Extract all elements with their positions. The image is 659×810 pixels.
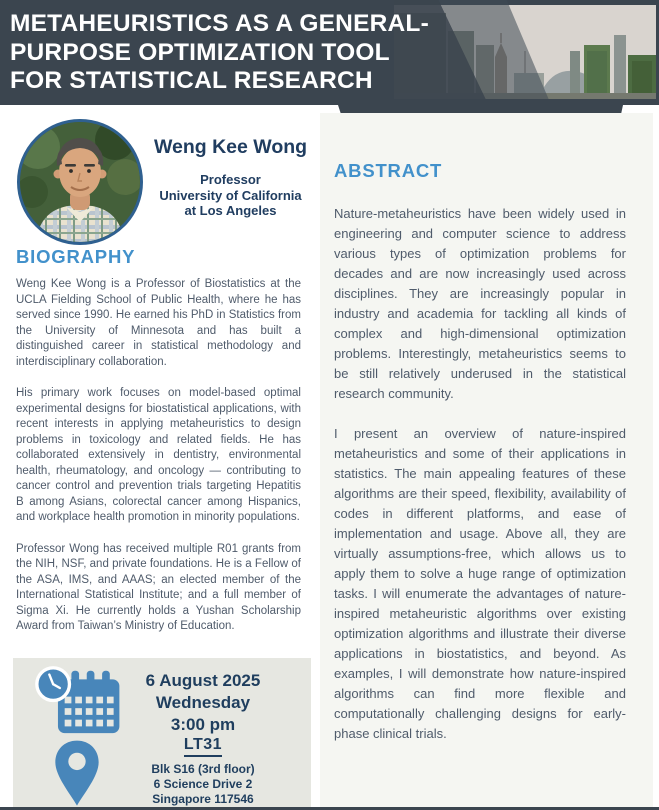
event-address-line-2: 6 Science Drive 2 bbox=[153, 777, 253, 791]
biography-paragraph: Weng Kee Wong is a Professor of Biostati… bbox=[16, 278, 301, 368]
event-date: 6 August 2025 bbox=[145, 671, 261, 690]
event-details-box: 6 August 2025 Wednesday 3:00 pm LT31 Blk… bbox=[13, 658, 311, 807]
speaker-name: Weng Kee Wong bbox=[153, 136, 308, 158]
event-address-line-1: Blk S16 (3rd floor) bbox=[151, 762, 255, 776]
calendar-icon bbox=[33, 664, 129, 736]
speaker-photo bbox=[17, 119, 143, 245]
biography-paragraph: Professor Wong has received multiple R01… bbox=[16, 542, 301, 633]
speaker-affiliation-line-1: University of California bbox=[159, 187, 302, 203]
speaker-portrait-illustration bbox=[20, 122, 140, 242]
event-datetime: 6 August 2025 Wednesday 3:00 pm bbox=[98, 670, 308, 736]
abstract-heading: ABSTRACT bbox=[334, 160, 443, 181]
event-location: LT31 Blk S16 (3rd floor) 6 Science Drive… bbox=[98, 736, 308, 807]
poster-title: METAHEURISTICS AS A GENERAL- PURPOSE OPT… bbox=[10, 10, 429, 96]
biography-heading: BIOGRAPHY bbox=[16, 246, 136, 267]
event-address-line-3: Singapore 117546 bbox=[152, 792, 254, 806]
event-venue: LT31 bbox=[183, 736, 223, 757]
location-pin-icon bbox=[51, 738, 103, 806]
abstract-paragraph: I present an overview of nature-inspired… bbox=[334, 426, 626, 741]
abstract-panel: ABSTRACT Nature-metaheuristics have been… bbox=[320, 113, 653, 807]
biography-text: Weng Kee Wong is a Professor of Biostati… bbox=[16, 277, 301, 651]
speaker-affiliation-line-2: at Los Angeles bbox=[184, 203, 277, 218]
abstract-paragraph: Nature-metaheuristics have been widely u… bbox=[334, 206, 626, 401]
bottom-accent-strip bbox=[0, 807, 659, 810]
clock-icon bbox=[35, 666, 120, 734]
poster-title-line-2: PURPOSE OPTIMIZATION TOOL bbox=[10, 38, 390, 66]
poster-title-line-1: METAHEURISTICS AS A GENERAL- bbox=[10, 10, 429, 37]
event-day: Wednesday bbox=[155, 693, 251, 712]
poster-title-line-3: FOR STATISTICAL RESEARCH bbox=[10, 67, 373, 94]
event-time: 3:00 pm bbox=[170, 715, 236, 734]
biography-paragraph: His primary work focuses on model-based … bbox=[16, 387, 301, 523]
speaker-info: Weng Kee Wong Professor University of Ca… bbox=[138, 136, 323, 219]
location-pin-glyph bbox=[55, 740, 99, 806]
speaker-role: Professor bbox=[200, 172, 261, 187]
header-banner: METAHEURISTICS AS A GENERAL- PURPOSE OPT… bbox=[0, 0, 659, 105]
